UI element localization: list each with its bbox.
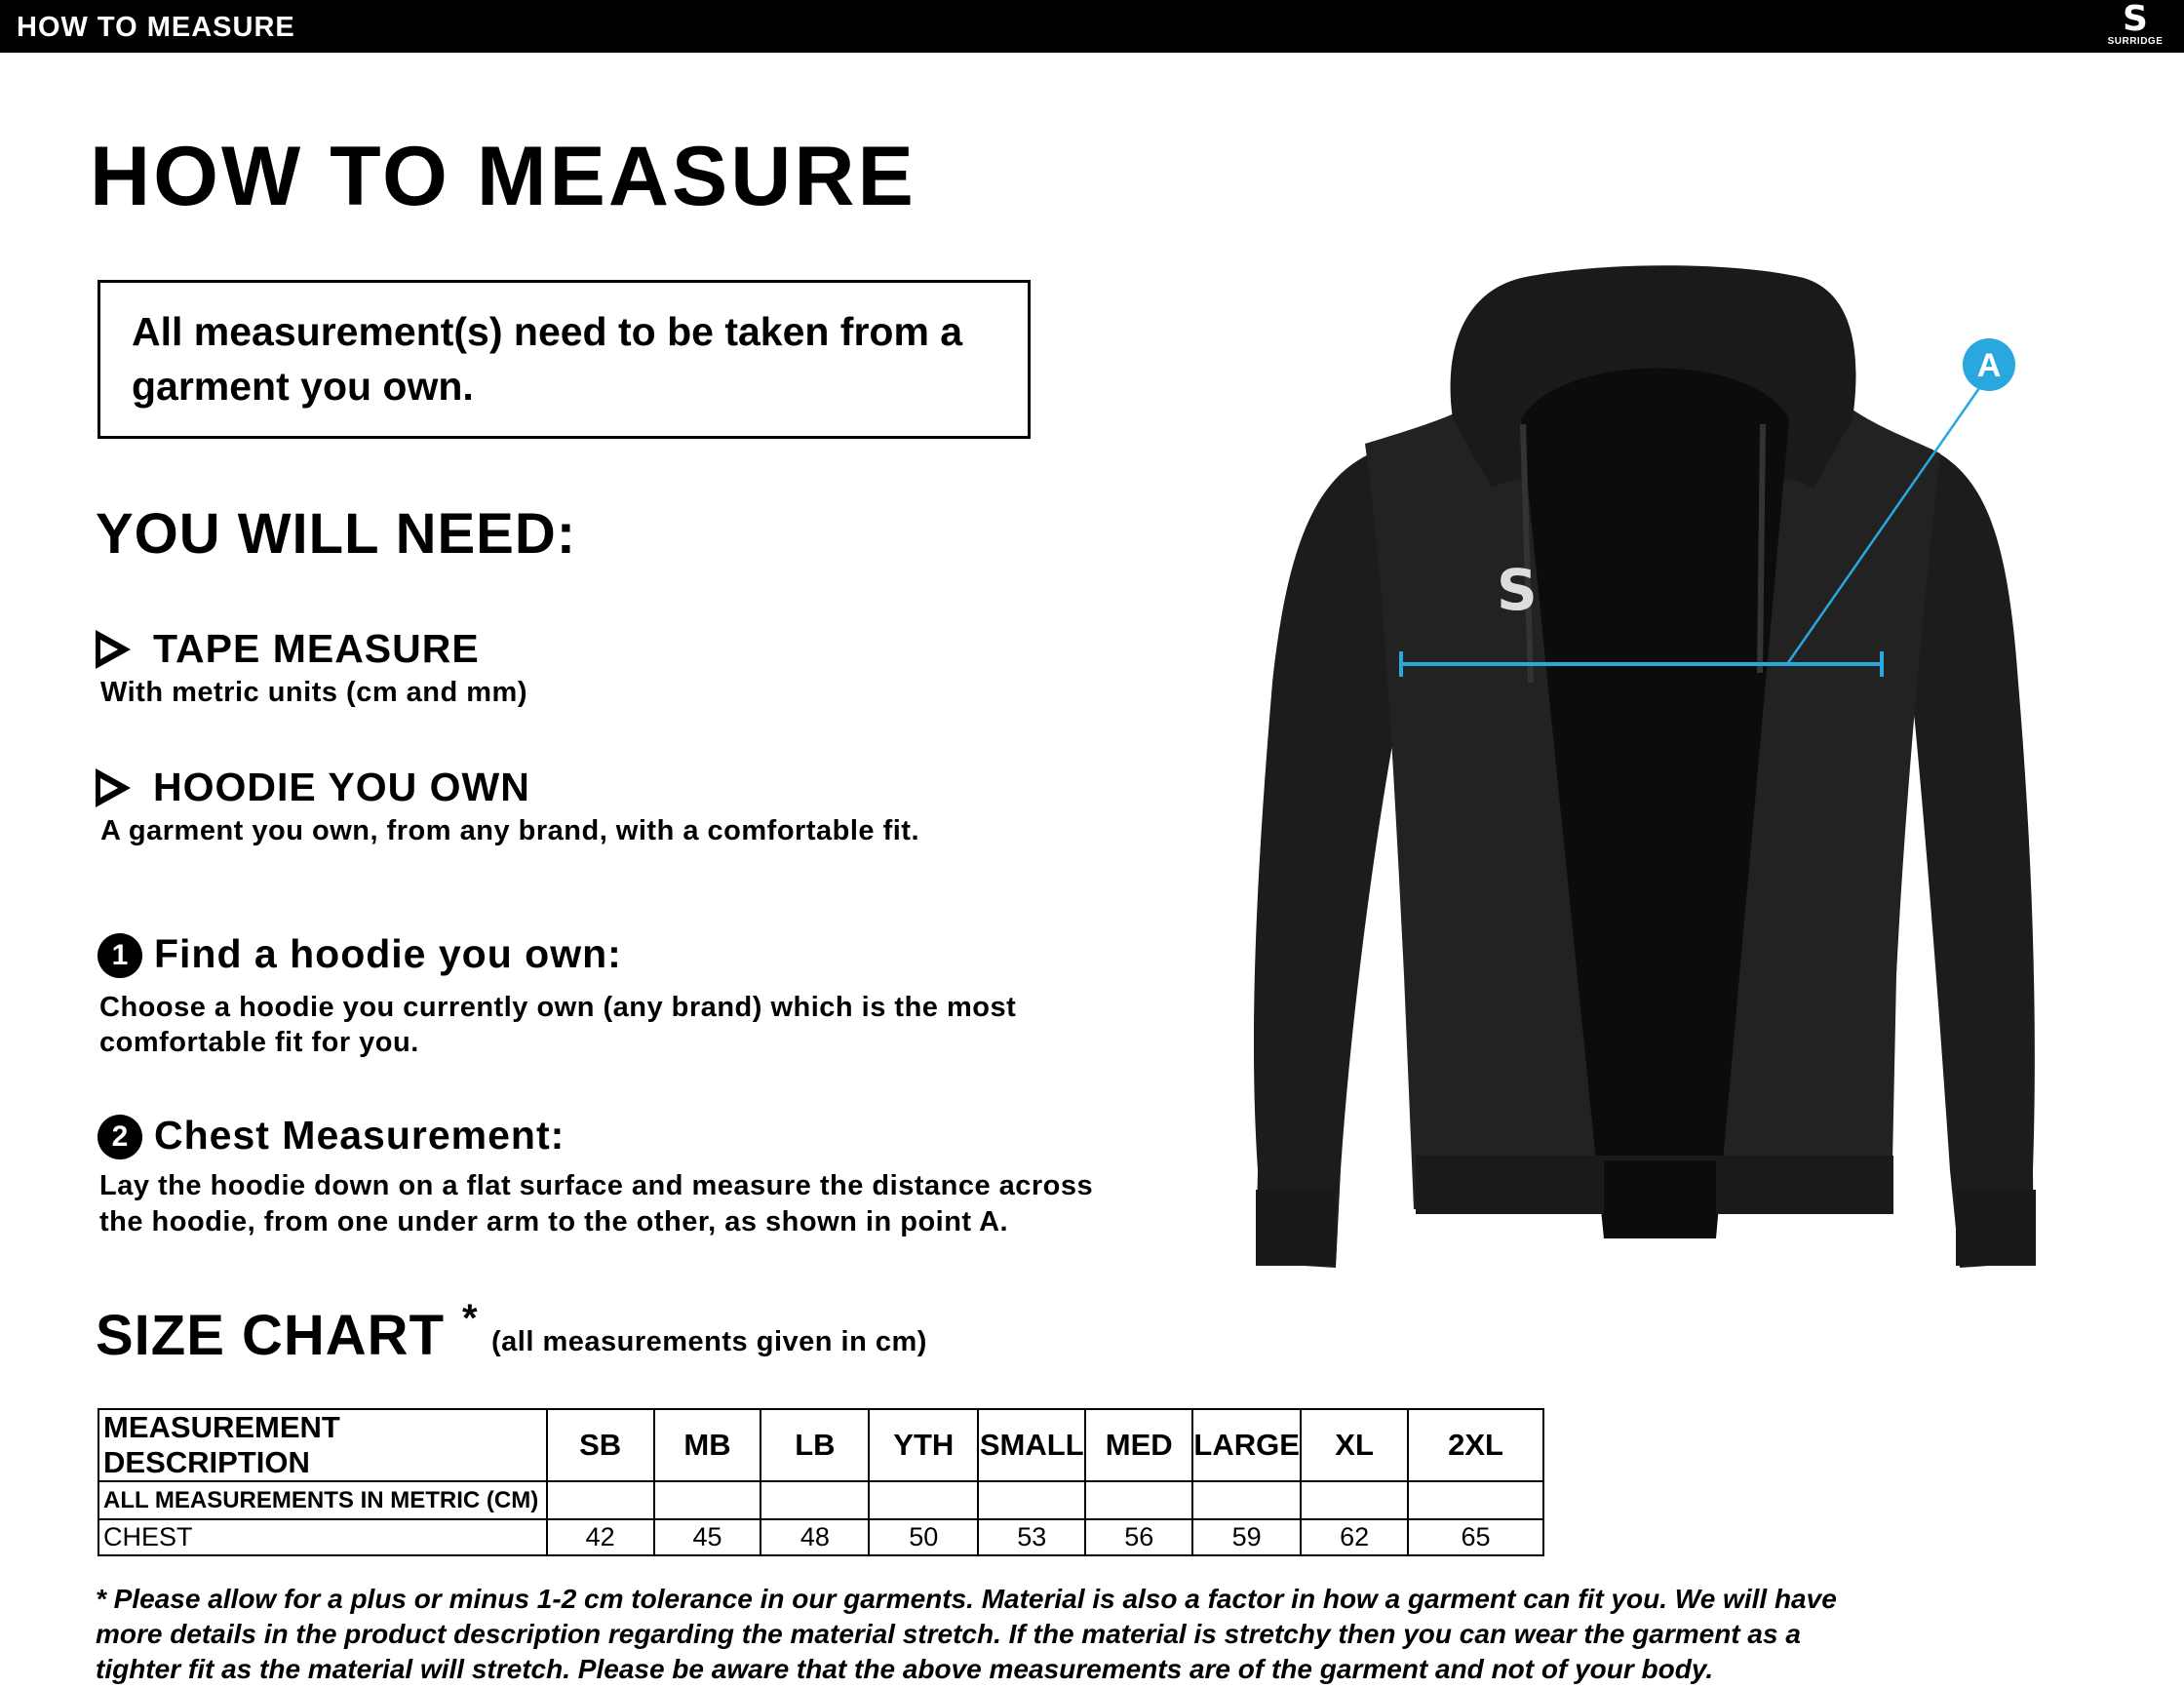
- table-cell: 42: [545, 1518, 655, 1556]
- need-item-title: HOODIE YOU OWN: [153, 765, 530, 809]
- point-a-marker: [1963, 338, 2015, 391]
- column-header: XL: [1300, 1408, 1410, 1482]
- column-header: YTH: [868, 1408, 980, 1482]
- size-chart-heading: SIZE CHART: [96, 1304, 445, 1367]
- empty-cell: [1300, 1480, 1410, 1520]
- step-text: Choose a hoodie you currently own (any b…: [99, 992, 1017, 1023]
- table-header-row: MEASUREMENT DESCRIPTION SB MB LB YTH SMA…: [98, 1408, 1544, 1482]
- step-number-badge: 2: [98, 1115, 142, 1159]
- footnote-line: more details in the product description …: [96, 1619, 1801, 1649]
- row-label: CHEST: [98, 1518, 548, 1556]
- table-cell: 65: [1407, 1518, 1544, 1556]
- hoodie-illustration: S: [1253, 265, 2036, 1268]
- table-cell: 45: [652, 1518, 762, 1556]
- step-number-badge: 1: [98, 933, 142, 978]
- column-header: SB: [545, 1408, 655, 1482]
- table-subheader-row: ALL MEASUREMENTS IN METRIC (CM): [98, 1480, 1544, 1520]
- step-text: comfortable fit for you.: [99, 1027, 419, 1058]
- step-title: Find a hoodie you own:: [154, 931, 622, 976]
- logo-text: SURRIDGE: [2107, 36, 2164, 47]
- column-header: MB: [652, 1408, 762, 1482]
- table-cell: 62: [1300, 1518, 1410, 1556]
- measurement-line: [1399, 387, 1981, 677]
- empty-cell: [1191, 1480, 1303, 1520]
- need-item-desc: A garment you own, from any brand, with …: [100, 815, 919, 846]
- empty-cell: [545, 1480, 655, 1520]
- step-text: Lay the hoodie down on a flat surface an…: [99, 1170, 1094, 1201]
- logo-mark: S: [2123, 0, 2148, 39]
- footnote-line: * Please allow for a plus or minus 1-2 c…: [96, 1584, 1837, 1614]
- table-cell: 56: [1084, 1518, 1194, 1556]
- column-header: SMALL: [977, 1408, 1087, 1482]
- triangle-bullet-icon: [96, 768, 131, 807]
- header-title: HOW TO MEASURE: [17, 12, 295, 43]
- point-a-label: A: [1977, 347, 2002, 384]
- notice-box: All measurement(s) need to be taken from…: [98, 280, 1031, 439]
- table-cell: 50: [868, 1518, 980, 1556]
- size-chart-note: (all measurements given in cm): [491, 1326, 927, 1357]
- subheader-label: ALL MEASUREMENTS IN METRIC (CM): [98, 1480, 548, 1520]
- empty-cell: [868, 1480, 980, 1520]
- top-bar: [0, 0, 2184, 53]
- asterisk: *: [462, 1297, 478, 1340]
- column-header: LARGE: [1191, 1408, 1303, 1482]
- need-item-desc: With metric units (cm and mm): [100, 677, 528, 708]
- column-header: MED: [1084, 1408, 1194, 1482]
- column-header: MEASUREMENT DESCRIPTION: [98, 1408, 548, 1482]
- empty-cell: [1084, 1480, 1194, 1520]
- you-will-need-heading: YOU WILL NEED:: [96, 502, 577, 566]
- table-row: CHEST 42 45 48 50 53 56 59 62 65: [98, 1518, 1544, 1556]
- table-cell: 53: [977, 1518, 1087, 1556]
- table-cell: 59: [1191, 1518, 1303, 1556]
- column-header: 2XL: [1407, 1408, 1544, 1482]
- table-cell: 48: [760, 1518, 871, 1556]
- step-title: Chest Measurement:: [154, 1113, 566, 1158]
- empty-cell: [1407, 1480, 1544, 1520]
- empty-cell: [652, 1480, 762, 1520]
- column-header: LB: [760, 1408, 871, 1482]
- empty-cell: [977, 1480, 1087, 1520]
- size-chart-table: MEASUREMENT DESCRIPTION SB MB LB YTH SMA…: [98, 1408, 1544, 1556]
- empty-cell: [760, 1480, 871, 1520]
- hoodie-diagram: S A: [1253, 265, 2036, 1268]
- need-item-title: TAPE MEASURE: [153, 626, 480, 671]
- step-text: the hoodie, from one under arm to the ot…: [99, 1206, 1009, 1237]
- garment-logo-mark: S: [1497, 557, 1538, 623]
- notice-text: All measurement(s) need to be taken from…: [132, 309, 963, 409]
- page-title: HOW TO MEASURE: [90, 130, 916, 223]
- footnote-line: tighter fit as the material will stretch…: [96, 1654, 1714, 1684]
- triangle-bullet-icon: [96, 630, 131, 669]
- surridge-logo: S SURRIDGE: [2094, 2, 2176, 51]
